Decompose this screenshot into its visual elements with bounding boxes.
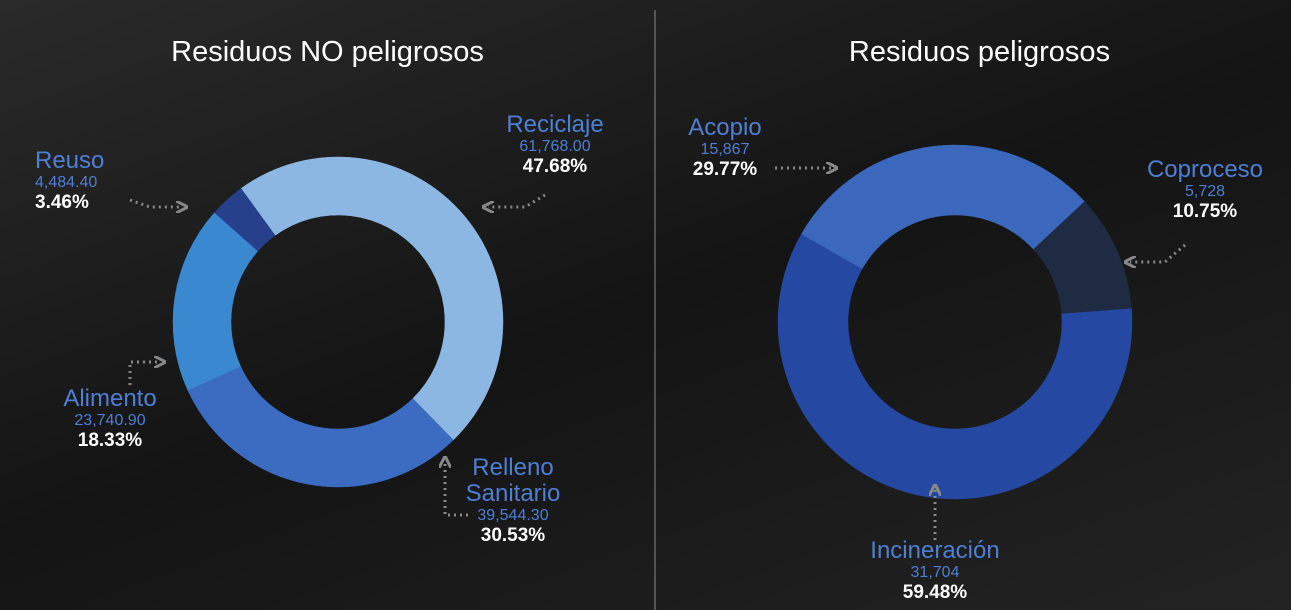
category-label: Relleno Sanitario	[465, 454, 561, 507]
pointer-arrow	[445, 462, 468, 517]
donut-segment	[214, 188, 276, 252]
value-label: 39,544.30	[477, 507, 549, 524]
pointer-arrow	[1130, 243, 1186, 262]
category-label: Reciclaje	[506, 111, 604, 138]
category-label: Incineración	[870, 537, 1000, 564]
pointer-arrow	[488, 193, 546, 207]
segment-label: Coproceso 5,728 10.75%	[1125, 156, 1285, 222]
value-label: 61,768.00	[519, 138, 591, 155]
category-label: Alimento	[63, 385, 157, 412]
segment-label: Alimento 23,740.90 18.33%	[40, 385, 180, 451]
percent-label: 47.68%	[522, 156, 588, 177]
category-label: Coproceso	[1146, 156, 1264, 183]
percent-label: 59.48%	[902, 582, 968, 603]
value-label: 5,728	[1184, 183, 1226, 200]
segment-label: Reuso 4,484.40 3.46%	[35, 147, 155, 213]
chart-title: Residuos NO peligrosos	[171, 36, 484, 68]
percent-label: 18.33%	[77, 430, 143, 451]
donut-segment	[187, 365, 454, 488]
value-label: 15,867	[700, 141, 750, 158]
percent-label: 30.53%	[480, 525, 546, 546]
category-label: Acopio	[688, 114, 762, 141]
value-label: 23,740.90	[74, 412, 146, 429]
percent-label: 3.46%	[35, 192, 89, 213]
donut-segment	[777, 233, 1133, 500]
segment-label: Reciclaje 61,768.00 47.68%	[485, 111, 625, 177]
segment-label: Relleno Sanitario 39,544.30 30.53%	[453, 454, 573, 546]
segment-label: Acopio 15,867 29.77%	[665, 114, 785, 180]
value-label: 31,704	[910, 564, 960, 581]
category-label: Reuso	[35, 147, 105, 174]
segment-label: Incineración 31,704 59.48%	[845, 537, 1025, 603]
donut-segment	[801, 144, 1085, 270]
value-label: 4,484.40	[35, 174, 98, 191]
pointer-arrow	[129, 198, 182, 207]
chart-title: Residuos peligrosos	[848, 36, 1111, 68]
percent-label: 29.77%	[692, 159, 758, 180]
percent-label: 10.75%	[1172, 201, 1238, 222]
pointer-arrow	[128, 362, 160, 385]
donut-segment	[240, 156, 504, 441]
